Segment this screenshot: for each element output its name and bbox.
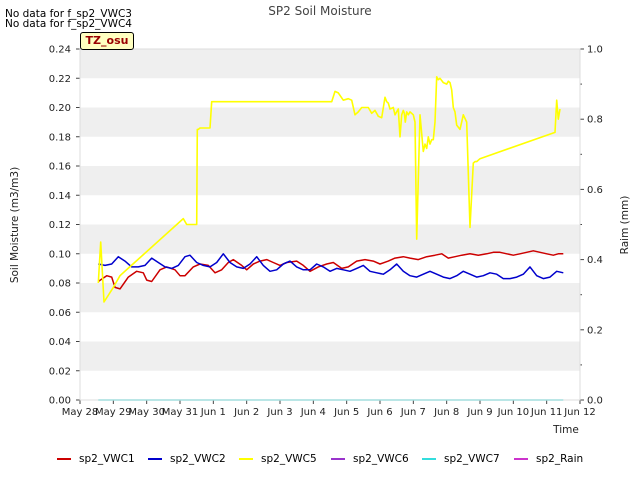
legend-item-sp2-rain: sp2_Rain — [514, 453, 583, 465]
series-line-sp2-vwc5 — [97, 76, 561, 303]
y-tick-label: 0.18 — [49, 132, 71, 143]
y-axis-label: Soil Moisture (m3/m3) — [9, 167, 21, 283]
legend-swatch — [239, 458, 253, 460]
y2-tick-label: 0.0 — [587, 396, 603, 407]
legend-item-sp2-vwc5: sp2_VWC5 — [239, 453, 317, 465]
x-tick-label: Jun 6 — [366, 407, 392, 418]
x-tick-label: May 29 — [95, 407, 132, 418]
x-tick-label: Jun 12 — [563, 407, 596, 418]
legend-item-sp2-vwc7: sp2_VWC7 — [422, 453, 500, 465]
y2-tick-label: 0.8 — [587, 115, 603, 126]
timezone-badge: TZ_osu — [80, 32, 134, 50]
x-tick-label: Jun 10 — [497, 407, 530, 418]
y2-tick-label: 1.0 — [587, 45, 603, 56]
x-tick-label: Jun 3 — [266, 407, 292, 418]
legend-swatch — [148, 458, 162, 460]
y2-tick-label: 0.2 — [587, 325, 603, 336]
x-tick-label: Jun 11 — [530, 407, 563, 418]
legend-label: sp2_VWC7 — [444, 453, 500, 465]
legend: sp2_VWC1 sp2_VWC2 sp2_VWC5 sp2_VWC6 sp2_… — [0, 453, 640, 469]
y-tick-label: 0.12 — [49, 220, 71, 231]
y-tick-label: 0.08 — [49, 279, 71, 290]
legend-label: sp2_VWC6 — [353, 453, 409, 465]
grid-band — [80, 166, 580, 196]
x-axis-label: Time — [552, 424, 579, 436]
grid-band — [80, 107, 580, 137]
legend-swatch — [57, 458, 71, 460]
legend-item-sp2-vwc1: sp2_VWC1 — [57, 453, 135, 465]
legend-label: sp2_VWC1 — [79, 453, 135, 465]
x-tick-label: Jun 9 — [466, 407, 492, 418]
legend-label: sp2_VWC2 — [170, 453, 226, 465]
x-tick-label: May 28 — [62, 407, 99, 418]
no-data-message-vwc3: No data for f_sp2_VWC3 — [5, 8, 132, 20]
y-tick-label: 0.04 — [49, 337, 71, 348]
no-data-message-vwc4: No data for f_sp2_VWC4 — [5, 18, 132, 30]
x-tick-label: Jun 4 — [300, 407, 326, 418]
y-tick-label: 0.22 — [49, 74, 71, 85]
y-tick-label: 0.00 — [49, 396, 71, 407]
chart-title: SP2 Soil Moisture — [268, 4, 371, 18]
x-tick-label: May 31 — [162, 407, 199, 418]
grid-band — [80, 49, 580, 79]
x-tick-label: Jun 5 — [333, 407, 359, 418]
y2-axis-label: Raim (mm) — [619, 196, 631, 255]
x-tick-label: Jun 2 — [233, 407, 259, 418]
y-tick-label: 0.24 — [49, 45, 71, 56]
legend-swatch — [514, 458, 528, 460]
y-tick-label: 0.10 — [49, 249, 71, 260]
grid-band — [80, 283, 580, 313]
y2-tick-label: 0.4 — [587, 255, 603, 266]
legend-label: sp2_VWC5 — [261, 453, 317, 465]
series-line-sp2-vwc2 — [98, 253, 564, 280]
grid-band — [80, 224, 580, 254]
y-tick-label: 0.16 — [49, 162, 71, 173]
y-tick-label: 0.02 — [49, 366, 71, 377]
legend-item-sp2-vwc2: sp2_VWC2 — [148, 453, 226, 465]
y-tick-label: 0.14 — [49, 191, 71, 202]
legend-item-sp2-vwc6: sp2_VWC6 — [331, 453, 409, 465]
legend-swatch — [331, 458, 345, 460]
y-tick-label: 0.06 — [49, 308, 71, 319]
x-tick-label: May 30 — [128, 407, 165, 418]
y2-tick-label: 0.6 — [587, 185, 603, 196]
legend-label: sp2_Rain — [536, 453, 584, 465]
x-tick-label: Jun 7 — [400, 407, 426, 418]
x-tick-label: Jun 1 — [200, 407, 226, 418]
grid-band — [80, 341, 580, 371]
x-tick-label: Jun 8 — [433, 407, 459, 418]
y-tick-label: 0.20 — [49, 103, 71, 114]
legend-swatch — [422, 458, 436, 460]
